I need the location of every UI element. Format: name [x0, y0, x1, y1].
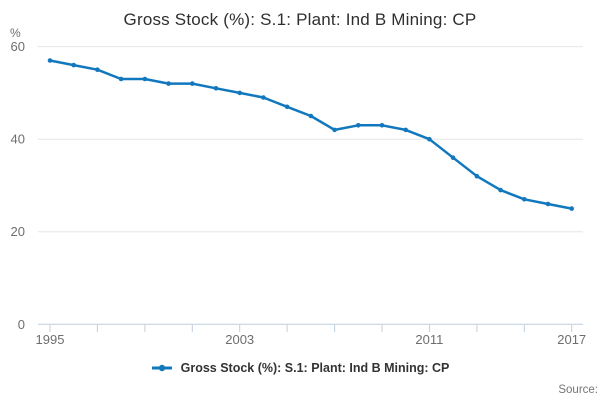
y-tick-label: 0 [18, 317, 25, 332]
data-point[interactable] [332, 127, 337, 133]
legend-item[interactable]: Gross Stock (%): S.1: Plant: Ind B Minin… [0, 361, 600, 375]
data-point[interactable] [142, 76, 148, 82]
data-point[interactable] [356, 123, 361, 128]
y-tick-label: 40 [11, 132, 25, 147]
data-point[interactable] [213, 86, 219, 91]
data-point[interactable] [284, 104, 290, 110]
chart-title: Gross Stock (%): S.1: Plant: Ind B Minin… [123, 10, 477, 29]
x-tick-label: 1995 [36, 332, 65, 347]
data-point[interactable] [118, 76, 124, 82]
data-point[interactable] [545, 201, 551, 207]
data-point[interactable] [403, 127, 409, 133]
data-point[interactable] [261, 95, 266, 100]
data-point[interactable] [474, 173, 480, 179]
data-point[interactable] [450, 155, 456, 160]
x-tick-label: 2017 [557, 332, 586, 347]
data-point[interactable] [522, 197, 527, 202]
data-point[interactable] [379, 123, 385, 128]
y-axis-unit-label: % [10, 26, 21, 40]
data-line [48, 59, 573, 210]
data-point[interactable] [71, 62, 76, 68]
legend-marker-icon [151, 364, 172, 372]
data-point[interactable] [47, 58, 53, 63]
y-tick-label: 60 [11, 39, 25, 54]
data-point[interactable] [498, 187, 503, 193]
y-tick-label: 20 [11, 224, 25, 239]
data-point[interactable] [569, 206, 574, 211]
data-point[interactable] [190, 81, 195, 86]
data-point[interactable] [166, 81, 171, 86]
data-point[interactable] [427, 136, 432, 142]
data-point[interactable] [308, 113, 314, 119]
source-label: Source: [558, 384, 598, 396]
x-tick-label: 2011 [415, 332, 443, 347]
data-point[interactable] [95, 67, 100, 72]
data-point[interactable] [237, 90, 242, 96]
x-tick-label: 2003 [225, 332, 254, 347]
legend-label: Gross Stock (%): S.1: Plant: Ind B Minin… [180, 361, 450, 375]
